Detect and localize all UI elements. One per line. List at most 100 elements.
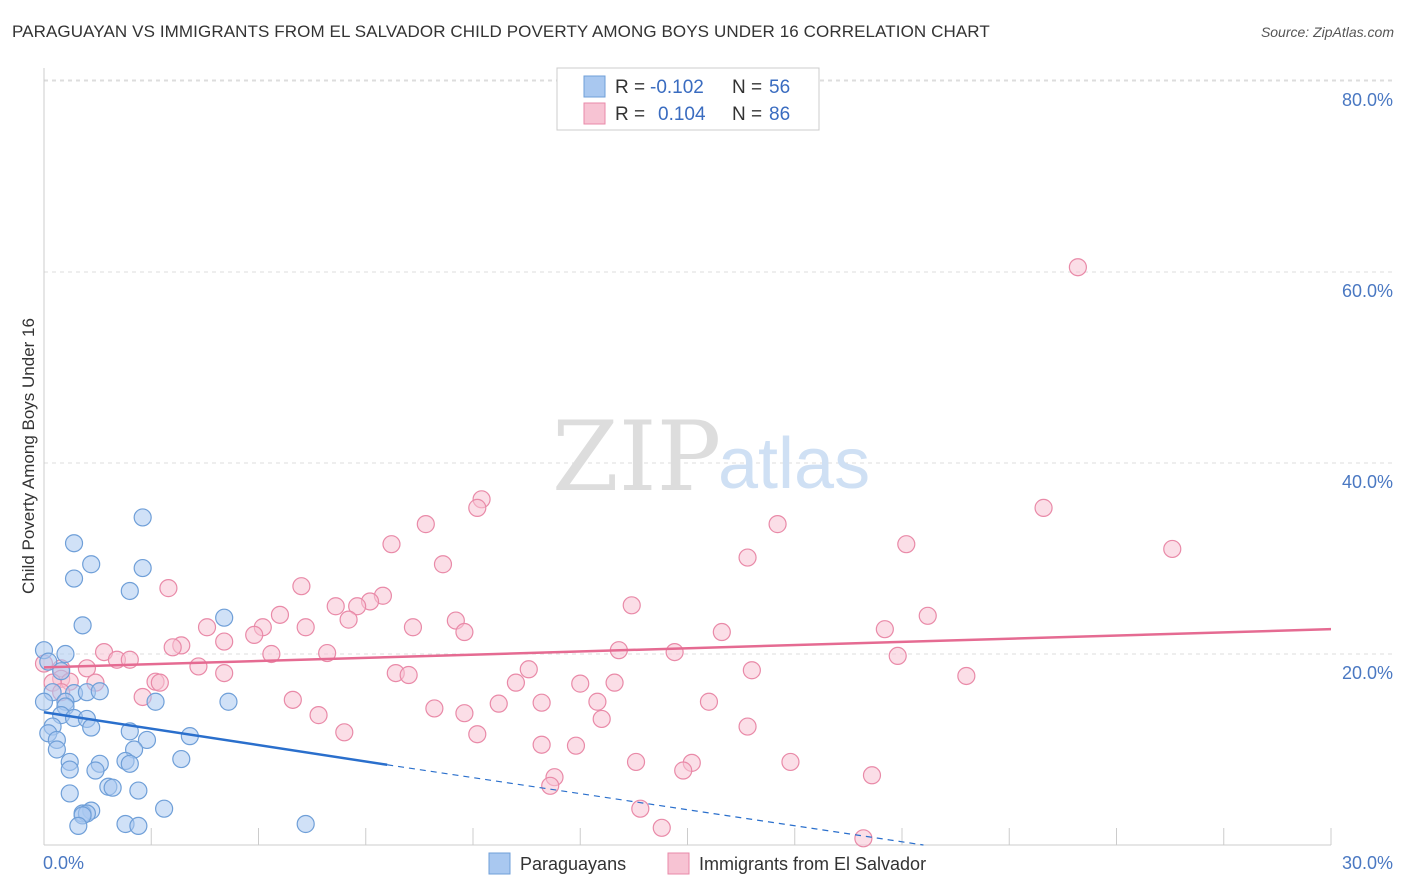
paraguayans-point-29 [137, 730, 157, 750]
el-salvador-point-34 [262, 644, 281, 664]
y-tick-label-80: 80.0% [1342, 90, 1393, 110]
watermark-atlas: atlas [718, 424, 870, 504]
el-salvador-point-74 [566, 736, 586, 755]
trendline-paraguayans [43, 711, 388, 767]
el-salvador-point-45 [215, 663, 234, 683]
el-salvador-point-29 [245, 625, 264, 645]
el-salvador-point-2 [468, 498, 487, 517]
el-salvador-point-32 [163, 638, 182, 657]
el-salvador-point-77 [781, 752, 800, 772]
chart-title: PARAGUAYAN VS IMMIGRANTS FROM EL SALVADO… [12, 22, 990, 41]
el-salvador-point-63 [588, 692, 607, 711]
el-salvador-point-72 [468, 725, 487, 744]
legend-r-label-2: R = [615, 104, 645, 125]
paraguayans-point-49 [69, 816, 88, 836]
el-salvador-point-80 [862, 766, 882, 785]
el-salvador-point-75 [626, 752, 646, 772]
legend-r-value-2: 0.104 [658, 104, 706, 125]
paraguayans-point-41 [103, 778, 122, 797]
source-label: Source: ZipAtlas.com [1260, 24, 1394, 40]
el-salvador-point-19 [339, 610, 358, 629]
el-salvador-point-62 [532, 693, 551, 712]
el-salvador-point-85 [854, 829, 873, 848]
paraguayans-point-42 [129, 781, 148, 800]
el-salvador-point-64 [699, 692, 719, 711]
trendlines [43, 627, 1332, 846]
paraguayans-point-37 [172, 749, 191, 769]
el-salvador-point-69 [592, 709, 611, 729]
series-paraguayans [34, 508, 315, 836]
el-salvador-point-18 [270, 605, 290, 624]
paraguayans-point-9 [56, 644, 75, 664]
el-salvador-point-8 [1163, 539, 1182, 559]
bottom-legend-swatch-blue [488, 852, 511, 875]
el-salvador-point-47 [519, 660, 538, 679]
el-salvador-point-43 [77, 659, 97, 678]
paraguayans-point-38 [60, 760, 79, 779]
el-salvador-point-6 [382, 535, 401, 554]
bottom-legend-label-paraguayans: Paraguayans [520, 854, 626, 874]
el-salvador-point-7 [897, 535, 916, 554]
el-salvador-point-22 [197, 618, 217, 637]
y-tick-label-60: 60.0% [1342, 281, 1393, 301]
paraguayans-point-19 [219, 692, 238, 711]
el-salvador-point-5 [416, 515, 435, 534]
bottom-legend-label-el-salvador: Immigrants from El Salvador [699, 854, 926, 874]
trendline-paraguayans-extrapolated [387, 764, 924, 846]
el-salvador-point-66 [425, 699, 444, 718]
paraguayans-point-4 [64, 569, 84, 588]
paraguayans-point-48 [155, 799, 174, 818]
el-salvador-point-11 [159, 579, 178, 598]
el-salvador-point-30 [215, 632, 234, 651]
el-salvador-point-17 [622, 596, 641, 615]
series-immigrants-el-salvador [34, 258, 1182, 848]
paraguayans-point-52 [296, 814, 315, 834]
el-salvador-point-12 [292, 577, 311, 596]
el-salvador-point-81 [541, 776, 560, 795]
legend-swatch-pink [583, 102, 606, 125]
paraguayans-point-16 [34, 692, 54, 711]
el-salvador-point-16 [326, 597, 345, 616]
gridlines [44, 79, 1393, 655]
legend-n-label-1: N = [732, 77, 762, 98]
el-salvador-point-58 [571, 674, 590, 693]
el-salvador-point-35 [318, 643, 337, 663]
bottom-legend-swatch-pink [667, 852, 690, 875]
y-tick-label-40: 40.0% [1342, 472, 1393, 492]
legend-r-value-1: -0.102 [650, 77, 704, 98]
el-salvador-point-49 [399, 665, 418, 685]
el-salvador-point-48 [742, 661, 761, 680]
el-salvador-point-3 [1034, 498, 1053, 517]
legend-n-value-2: 86 [769, 104, 790, 125]
paraguayans-point-31 [47, 740, 66, 759]
y-tick-labels: 20.0% 40.0% 60.0% 80.0% [1342, 90, 1393, 683]
el-salvador-point-37 [665, 642, 684, 662]
el-salvador-point-70 [738, 717, 757, 736]
paraguayans-point-11 [52, 662, 71, 681]
trendline-el-salvador [43, 627, 1332, 669]
el-salvador-point-83 [631, 799, 650, 818]
el-salvador-point-24 [296, 618, 315, 637]
x-tick-label-max: 30.0% [1342, 853, 1393, 873]
el-salvador-point-10 [433, 555, 453, 574]
y-axis-title: Child Poverty Among Boys Under 16 [19, 318, 38, 594]
el-salvador-point-26 [455, 622, 474, 642]
el-salvador-point-65 [489, 694, 508, 713]
paraguayans-point-5 [120, 581, 139, 601]
el-salvador-point-50 [957, 666, 976, 686]
el-salvador-point-9 [738, 548, 757, 567]
paraguayans-point-0 [133, 508, 152, 527]
el-salvador-point-61 [283, 690, 302, 709]
paraguayans-point-6 [73, 616, 92, 635]
x-tick-marks [150, 828, 1332, 845]
el-salvador-point-21 [918, 606, 937, 625]
x-tick-label-min: 0.0% [43, 853, 84, 873]
paraguayans-point-36 [120, 754, 139, 773]
paraguayans-point-15 [90, 682, 109, 701]
paraguayans-point-7 [215, 608, 234, 627]
y-tick-label-20: 20.0% [1342, 663, 1393, 683]
paraguayans-point-2 [82, 555, 101, 574]
el-salvador-point-68 [309, 706, 328, 725]
series-legend: Paraguayans Immigrants from El Salvador [488, 852, 926, 875]
